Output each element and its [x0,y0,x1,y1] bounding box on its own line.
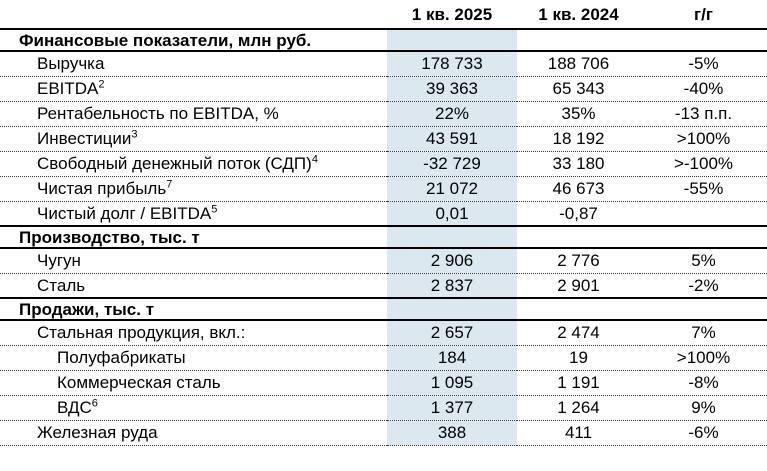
value-q1-2024: 65 343 [517,76,640,102]
metric-label: ВДС6 [0,395,387,421]
value-yoy: -5% [640,51,767,77]
metric-label: Коммерческая сталь [0,370,387,396]
value-q1-2024: 411 [517,420,640,446]
value-q1-2025: 2 837 [387,273,517,299]
value-yoy: 5% [640,248,767,274]
metric-label: Рентабельность по EBITDA, % [0,101,387,127]
footnote-ref: 2 [98,78,105,91]
section-cell-yoy [640,225,767,249]
col-header-q1-2025: 1 кв. 2025 [387,0,517,30]
table-row: Свободный денежный поток (СДП)4 -32 729 33… [0,151,767,177]
table-row: Железная руда 388 411 -6% [0,420,767,446]
value-yoy: 7% [640,320,767,346]
section-title: Производство, тыс. т [0,225,387,249]
value-yoy [640,201,767,227]
section-header-row: Финансовые показатели, млн руб. [0,28,767,52]
value-q1-2025: 22% [387,101,517,127]
value-q1-2025: 43 591 [387,126,517,152]
table-row: Чистый долг / EBITDA5 0,01 -0,87 [0,201,767,227]
value-q1-2024: 18 192 [517,126,640,152]
section-cell-yoy [640,297,767,321]
value-yoy: >100% [640,126,767,152]
section-cell-q1-2025 [387,28,517,52]
value-q1-2024: 1 264 [517,395,640,421]
footnote-ref: 3 [131,128,138,141]
value-yoy: -13 п.п. [640,101,767,127]
value-q1-2025: 21 072 [387,176,517,202]
value-yoy: -40% [640,76,767,102]
section-cell-yoy [640,28,767,52]
value-yoy: -2% [640,273,767,299]
section-header-row: Производство, тыс. т [0,225,767,249]
table-row: Чистая прибыль7 21 072 46 673 -55% [0,176,767,202]
value-yoy: -6% [640,420,767,446]
table-row: EBITDA2 39 363 65 343 -40% [0,76,767,102]
table-row: Рентабельность по EBITDA, % 22% 35% -13 п.п… [0,101,767,127]
value-q1-2024: 19 [517,345,640,371]
value-q1-2024: 2 901 [517,273,640,299]
table-row: Полуфабрикаты 184 19 >100% [0,345,767,371]
col-header-metric [0,0,387,30]
value-q1-2024: 2 474 [517,320,640,346]
value-q1-2024: -0,87 [517,201,640,227]
value-q1-2025: 39 363 [387,76,517,102]
value-q1-2025: 178 733 [387,51,517,77]
section-title: Продажи, тыс. т [0,297,387,321]
value-yoy: -8% [640,370,767,396]
value-q1-2025: -32 729 [387,151,517,177]
table-row: Инвестиции3 43 591 18 192 >100% [0,126,767,152]
value-q1-2024: 2 776 [517,248,640,274]
metric-label: Чистый долг / EBITDA5 [0,201,387,227]
value-q1-2025: 388 [387,420,517,446]
table-row: Выручка 178 733 188 706 -5% [0,51,767,77]
value-yoy: >100% [640,345,767,371]
metric-label: Свободный денежный поток (СДП)4 [0,151,387,177]
value-q1-2024: 46 673 [517,176,640,202]
value-yoy: -55% [640,176,767,202]
metric-label: Чугун [0,248,387,274]
value-yoy: 9% [640,395,767,421]
metric-label: Выручка [0,51,387,77]
section-header-row: Продажи, тыс. т [0,297,767,321]
value-q1-2024: 35% [517,101,640,127]
section-cell-q1-2024 [517,28,640,52]
footnote-ref: 5 [211,203,218,216]
col-header-q1-2024: 1 кв. 2024 [517,0,640,30]
footnote-ref: 7 [166,178,173,191]
metric-label: Инвестиции3 [0,126,387,152]
section-cell-q1-2025 [387,225,517,249]
value-q1-2025: 1 095 [387,370,517,396]
table-row: Сталь 2 837 2 901 -2% [0,273,767,299]
col-header-yoy: г/г [640,0,767,30]
value-q1-2025: 1 377 [387,395,517,421]
section-cell-q1-2024 [517,225,640,249]
table-row: Стальная продукция, вкл.: 2 657 2 474 7% [0,320,767,346]
metric-label: Железная руда [0,420,387,446]
value-q1-2025: 184 [387,345,517,371]
footnote-ref: 6 [91,397,98,410]
table-row: ВДС6 1 377 1 264 9% [0,395,767,421]
value-q1-2024: 188 706 [517,51,640,77]
metric-label: Сталь [0,273,387,299]
table-row: Коммерческая сталь 1 095 1 191 -8% [0,370,767,396]
value-q1-2025: 2 906 [387,248,517,274]
column-header-row: 1 кв. 2025 1 кв. 2024 г/г [0,0,767,30]
report-table-body: Финансовые показатели, млн руб. Выручка 17… [0,28,767,446]
section-cell-q1-2025 [387,297,517,321]
metric-label: Стальная продукция, вкл.: [0,320,387,346]
footnote-ref: 4 [311,153,318,166]
value-q1-2024: 33 180 [517,151,640,177]
metric-label: EBITDA2 [0,76,387,102]
metric-label: Полуфабрикаты [0,345,387,371]
value-yoy: >-100% [640,151,767,177]
financial-results-table: 1 кв. 2025 1 кв. 2024 г/г Финансовые пок… [0,0,767,446]
value-q1-2025: 2 657 [387,320,517,346]
section-title: Финансовые показатели, млн руб. [0,28,387,52]
table-row: Чугун 2 906 2 776 5% [0,248,767,274]
value-q1-2025: 0,01 [387,201,517,227]
metric-label: Чистая прибыль7 [0,176,387,202]
section-cell-q1-2024 [517,297,640,321]
value-q1-2024: 1 191 [517,370,640,396]
